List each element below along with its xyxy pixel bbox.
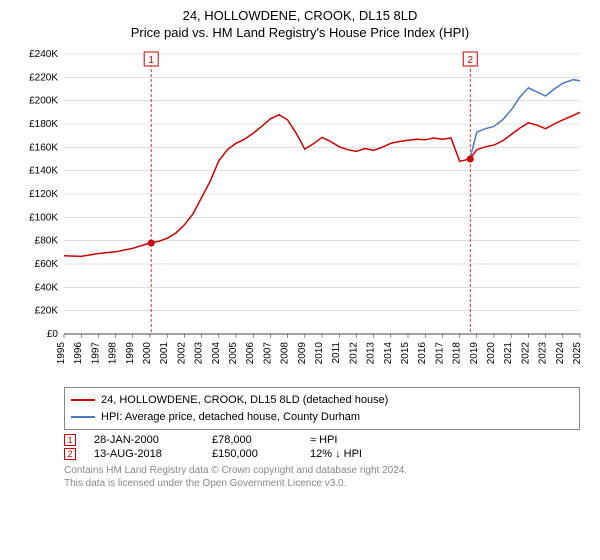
svg-text:2021: 2021 xyxy=(503,342,514,365)
svg-text:2025: 2025 xyxy=(572,342,583,365)
svg-text:£140K: £140K xyxy=(29,166,58,177)
footer-line: This data is licensed under the Open Gov… xyxy=(64,477,580,490)
svg-text:1998: 1998 xyxy=(108,342,119,365)
svg-text:£160K: £160K xyxy=(29,142,58,153)
footer-attribution: Contains HM Land Registry data © Crown c… xyxy=(64,464,580,490)
legend-label: HPI: Average price, detached house, Coun… xyxy=(101,409,360,426)
svg-text:2010: 2010 xyxy=(314,342,325,365)
svg-text:2020: 2020 xyxy=(486,342,497,365)
svg-text:£220K: £220K xyxy=(29,72,58,83)
sale-date: 28-JAN-2000 xyxy=(94,434,194,446)
svg-text:2017: 2017 xyxy=(434,342,445,365)
svg-text:2005: 2005 xyxy=(228,342,239,365)
chart-container: 24, HOLLOWDENE, CROOK, DL15 8LD Price pa… xyxy=(0,0,600,560)
svg-text:2007: 2007 xyxy=(262,342,273,365)
svg-text:2022: 2022 xyxy=(520,342,531,365)
sale-price: £78,000 xyxy=(212,434,292,446)
svg-text:2018: 2018 xyxy=(452,342,463,365)
svg-text:1995: 1995 xyxy=(56,342,67,365)
sale-date: 13-AUG-2018 xyxy=(94,448,194,460)
svg-text:2003: 2003 xyxy=(194,342,205,365)
svg-text:1: 1 xyxy=(148,55,154,66)
svg-text:£180K: £180K xyxy=(29,119,58,130)
sale-row: 2 13-AUG-2018 £150,000 12% ↓ HPI xyxy=(64,448,580,460)
svg-text:£240K: £240K xyxy=(29,49,58,60)
svg-text:2004: 2004 xyxy=(211,342,222,365)
svg-text:2000: 2000 xyxy=(142,342,153,365)
svg-text:2024: 2024 xyxy=(555,342,566,365)
price-chart: £0 £20K £40K £60K £80K £100K £120K £140K £160K £1… xyxy=(10,46,590,376)
legend-label: 24, HOLLOWDENE, CROOK, DL15 8LD (detache… xyxy=(101,392,388,409)
svg-text:2015: 2015 xyxy=(400,342,411,365)
svg-text:2011: 2011 xyxy=(331,342,342,364)
svg-text:£80K: £80K xyxy=(35,236,59,247)
svg-text:2012: 2012 xyxy=(348,342,359,365)
svg-text:£100K: £100K xyxy=(29,212,58,223)
legend-box: 24, HOLLOWDENE, CROOK, DL15 8LD (detache… xyxy=(64,387,580,430)
svg-text:2002: 2002 xyxy=(176,342,187,365)
svg-text:1999: 1999 xyxy=(125,342,136,365)
svg-text:£0: £0 xyxy=(47,329,59,340)
svg-text:£40K: £40K xyxy=(35,282,59,293)
legend-row: HPI: Average price, detached house, Coun… xyxy=(71,409,573,426)
footer-line: Contains HM Land Registry data © Crown c… xyxy=(64,464,580,477)
legend-row: 24, HOLLOWDENE, CROOK, DL15 8LD (detache… xyxy=(71,392,573,409)
svg-text:2006: 2006 xyxy=(245,342,256,365)
svg-text:2019: 2019 xyxy=(469,342,480,365)
svg-text:2014: 2014 xyxy=(383,342,394,365)
svg-text:1997: 1997 xyxy=(90,342,101,365)
legend-swatch-property xyxy=(71,399,95,401)
svg-text:£60K: £60K xyxy=(35,259,59,270)
sale-row: 1 28-JAN-2000 £78,000 ≈ HPI xyxy=(64,434,580,446)
svg-text:2016: 2016 xyxy=(417,342,428,365)
chart-area: £0 £20K £40K £60K £80K £100K £120K £140K £160K £1… xyxy=(10,46,590,381)
svg-text:2023: 2023 xyxy=(538,342,549,365)
svg-text:£120K: £120K xyxy=(29,189,58,200)
sale-marker-icon: 2 xyxy=(64,448,76,460)
svg-text:£20K: £20K xyxy=(35,306,59,317)
svg-text:£200K: £200K xyxy=(29,96,58,107)
sale-note: 12% ↓ HPI xyxy=(310,448,362,460)
svg-text:2009: 2009 xyxy=(297,342,308,365)
sale-price: £150,000 xyxy=(212,448,292,460)
title-subtitle: Price paid vs. HM Land Registry's House … xyxy=(10,25,590,40)
title-address: 24, HOLLOWDENE, CROOK, DL15 8LD xyxy=(10,8,590,23)
svg-text:2008: 2008 xyxy=(280,342,291,365)
sale-note: ≈ HPI xyxy=(310,434,337,446)
svg-text:2: 2 xyxy=(467,55,473,66)
svg-text:2001: 2001 xyxy=(159,342,170,365)
svg-text:1996: 1996 xyxy=(73,342,84,365)
sale-marker-icon: 1 xyxy=(64,434,76,446)
svg-text:2013: 2013 xyxy=(366,342,377,365)
legend-swatch-hpi xyxy=(71,416,95,418)
